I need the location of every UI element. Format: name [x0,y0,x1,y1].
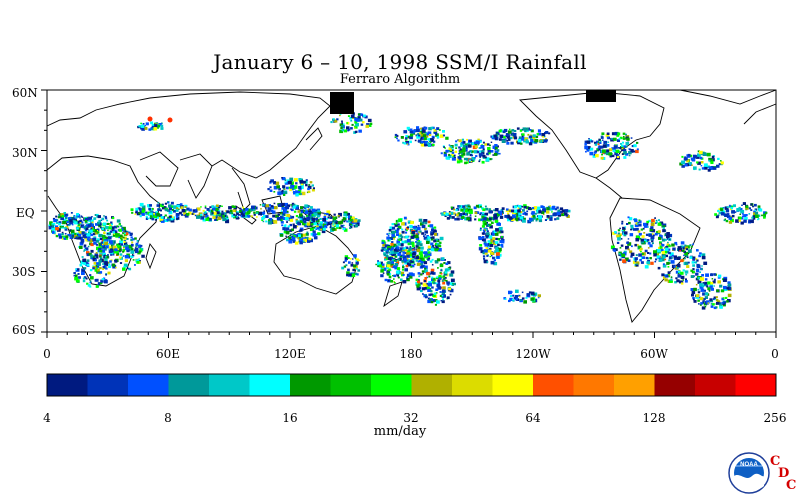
lon-label: 60W [640,347,668,361]
coastline-japan [305,127,323,151]
lon-label: 0 [771,347,779,361]
lon-label: 180 [400,347,423,361]
rain-cells [48,112,768,310]
colorbar-segment [492,374,534,396]
coastline-europe-east [743,103,777,125]
map-title: January 6 – 10, 1998 SSM/I Rainfall [213,50,587,74]
colorbar-tick-label: 128 [643,411,666,425]
colorbar-segment [128,374,169,396]
cdc-letter: C [770,454,781,469]
arctic-ice-block [586,90,616,102]
colorbar-segment [330,374,372,396]
colorbar-tick-label: 8 [164,411,172,425]
lon-label: 120W [515,347,551,361]
coastline-eurasia [46,91,331,179]
colorbar-segment [735,374,777,396]
lat-label: 60N [12,86,38,100]
lon-ticks [46,332,777,338]
colorbar-frame [46,373,777,397]
lon-label: 0 [43,347,51,361]
svg-text:NOAA: NOAA [740,462,758,468]
lat-label: 30S [12,265,36,279]
colorbar-segment [371,374,412,396]
colorbar-units: mm/day [373,424,427,439]
coastline-new-zealand [383,281,403,308]
cdc-letter: D [778,466,790,481]
cdc-letter: C [786,478,797,493]
colorbar-segment [168,374,210,396]
arctic-ice-block [330,92,354,114]
colorbar-segment [249,374,291,396]
colorbar-segment [695,374,736,396]
lat-label: EQ [16,206,35,220]
colorbar-segment [573,374,615,396]
coastline-arabia [139,151,179,187]
colorbar-tick-label: 64 [525,411,541,425]
cdc-logo: C D C [768,454,798,494]
lat-ticks [41,89,47,333]
colorbar [47,374,777,396]
noaa-logo: NOAA [728,452,770,494]
coastline-africa [46,155,161,287]
colorbar-tick-label: 256 [764,411,787,425]
colorbar-segment [452,374,493,396]
lon-label: 60E [156,347,180,361]
colorbar-segment [411,374,453,396]
colorbar-segment [87,374,129,396]
lat-label: 60S [12,323,36,337]
colorbar-segment [290,374,331,396]
colorbar-tick-label: 16 [282,411,297,425]
colorbar-segment [47,374,88,396]
coastline-central-america [595,177,623,199]
map-subtitle: Ferraro Algorithm [339,72,461,87]
colorbar-segment [614,374,655,396]
coastline-south-america [609,197,701,323]
lat-label: 30N [12,146,38,160]
lon-label: 120E [274,347,306,361]
colorbar-segment [533,374,574,396]
coastline-se-asia [231,167,251,211]
colorbar-tick-label: 4 [43,411,51,425]
colorbar-tick-label: 32 [403,411,418,425]
colorbar-segment [209,374,250,396]
colorbar-segment [654,374,696,396]
coastline-arctic [679,89,777,105]
coastline-india [179,153,213,199]
coastline-madagascar [145,243,157,270]
